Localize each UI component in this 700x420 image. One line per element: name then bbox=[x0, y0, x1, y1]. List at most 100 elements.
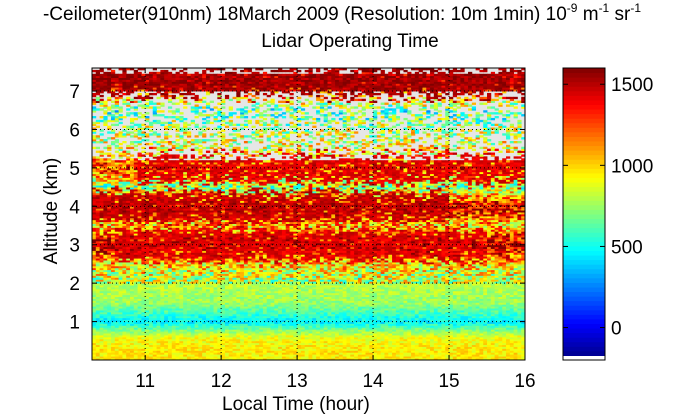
heat-cell bbox=[293, 338, 298, 342]
heat-cell bbox=[414, 342, 420, 346]
heat-cell bbox=[319, 346, 325, 349]
heat-cell bbox=[126, 338, 131, 342]
heat-cell bbox=[205, 333, 211, 336]
heat-cell bbox=[262, 346, 268, 349]
heat-cell bbox=[213, 346, 218, 349]
heat-cell bbox=[99, 356, 104, 359]
heat-cell bbox=[259, 340, 264, 344]
heat-cell bbox=[441, 335, 446, 338]
heat-cell bbox=[137, 354, 142, 357]
heat-cell bbox=[468, 358, 473, 361]
heat-cell bbox=[449, 342, 454, 346]
heat-cell bbox=[278, 336, 283, 340]
heat-cell bbox=[498, 350, 503, 353]
heat-cell bbox=[209, 350, 214, 353]
heat-cell bbox=[502, 350, 507, 353]
heat-cell bbox=[487, 354, 492, 357]
heat-cell bbox=[373, 333, 378, 336]
heat-cell bbox=[152, 350, 157, 353]
heat-cell bbox=[452, 348, 458, 351]
heat-cell bbox=[232, 358, 237, 361]
heat-cell bbox=[300, 338, 306, 342]
heat-cell bbox=[327, 331, 332, 334]
heat-cell bbox=[103, 335, 108, 338]
heat-cell bbox=[346, 331, 351, 334]
heat-cell bbox=[361, 338, 366, 342]
heat-cell bbox=[270, 346, 275, 349]
heat-cell bbox=[183, 336, 188, 340]
heat-cell bbox=[293, 335, 298, 338]
heat-cell bbox=[232, 348, 237, 351]
heat-cell bbox=[373, 354, 378, 357]
heat-cell bbox=[452, 331, 458, 334]
heat-cell bbox=[426, 346, 431, 349]
heat-cell bbox=[205, 358, 211, 361]
heat-cell bbox=[194, 348, 199, 351]
heat-cell bbox=[517, 352, 522, 355]
heat-cell bbox=[148, 336, 154, 340]
heat-cell bbox=[107, 348, 112, 351]
heat-cell bbox=[141, 354, 146, 357]
heat-cell bbox=[418, 333, 423, 336]
heat-cell bbox=[114, 350, 119, 353]
heat-cell bbox=[361, 335, 366, 338]
heat-cell bbox=[148, 335, 154, 338]
heat-cell bbox=[361, 350, 366, 353]
heat-cell bbox=[373, 335, 378, 338]
heat-cell bbox=[232, 342, 237, 346]
heat-cell bbox=[202, 336, 207, 340]
heat-cell bbox=[509, 354, 515, 357]
heat-cell bbox=[395, 346, 401, 349]
heat-cell bbox=[107, 352, 112, 355]
heat-cell bbox=[475, 352, 480, 355]
heat-cell bbox=[228, 342, 233, 346]
heat-cell bbox=[414, 350, 420, 353]
heat-cell bbox=[369, 346, 374, 349]
heat-cell bbox=[99, 338, 104, 342]
heat-cell bbox=[414, 335, 420, 338]
heat-cell bbox=[262, 352, 268, 355]
heat-cell bbox=[388, 335, 393, 338]
heat-cell bbox=[449, 356, 454, 359]
heat-cell bbox=[445, 342, 450, 346]
heat-cell bbox=[285, 346, 290, 349]
heat-cell bbox=[198, 356, 203, 359]
heat-cell bbox=[304, 342, 309, 346]
heat-cell bbox=[129, 329, 135, 332]
heat-cell bbox=[281, 346, 287, 349]
heat-cell bbox=[403, 342, 408, 346]
heat-cell bbox=[289, 358, 294, 361]
heat-cell bbox=[137, 331, 142, 334]
heat-cell bbox=[202, 344, 207, 347]
heat-cell bbox=[251, 358, 256, 361]
heat-cell bbox=[319, 352, 325, 355]
heat-cell bbox=[380, 340, 385, 344]
heat-cell bbox=[399, 354, 404, 357]
heat-cell bbox=[380, 356, 385, 359]
heat-cell bbox=[384, 344, 389, 347]
heat-cell bbox=[357, 336, 363, 340]
heat-cell bbox=[346, 338, 351, 342]
heat-cell bbox=[243, 356, 249, 359]
heat-cell bbox=[456, 354, 461, 357]
heat-cell bbox=[411, 352, 416, 355]
heat-cell bbox=[456, 333, 461, 336]
heat-cell bbox=[327, 348, 332, 351]
heat-cell bbox=[164, 346, 169, 349]
heat-cell bbox=[145, 336, 150, 340]
heat-cell bbox=[418, 358, 423, 361]
heat-cell bbox=[468, 350, 473, 353]
heat-cell bbox=[357, 338, 363, 342]
heat-cell bbox=[274, 358, 279, 361]
heat-cell bbox=[164, 350, 169, 353]
heat-cell bbox=[190, 338, 195, 342]
heat-cell bbox=[232, 338, 237, 342]
heat-cell bbox=[509, 333, 515, 336]
heat-cell bbox=[513, 348, 518, 351]
heat-cell bbox=[468, 335, 473, 338]
heat-cell bbox=[479, 350, 484, 353]
heat-cell bbox=[430, 348, 435, 351]
heat-cell bbox=[331, 340, 336, 344]
heat-cell bbox=[494, 333, 499, 336]
heat-cell bbox=[411, 338, 416, 342]
